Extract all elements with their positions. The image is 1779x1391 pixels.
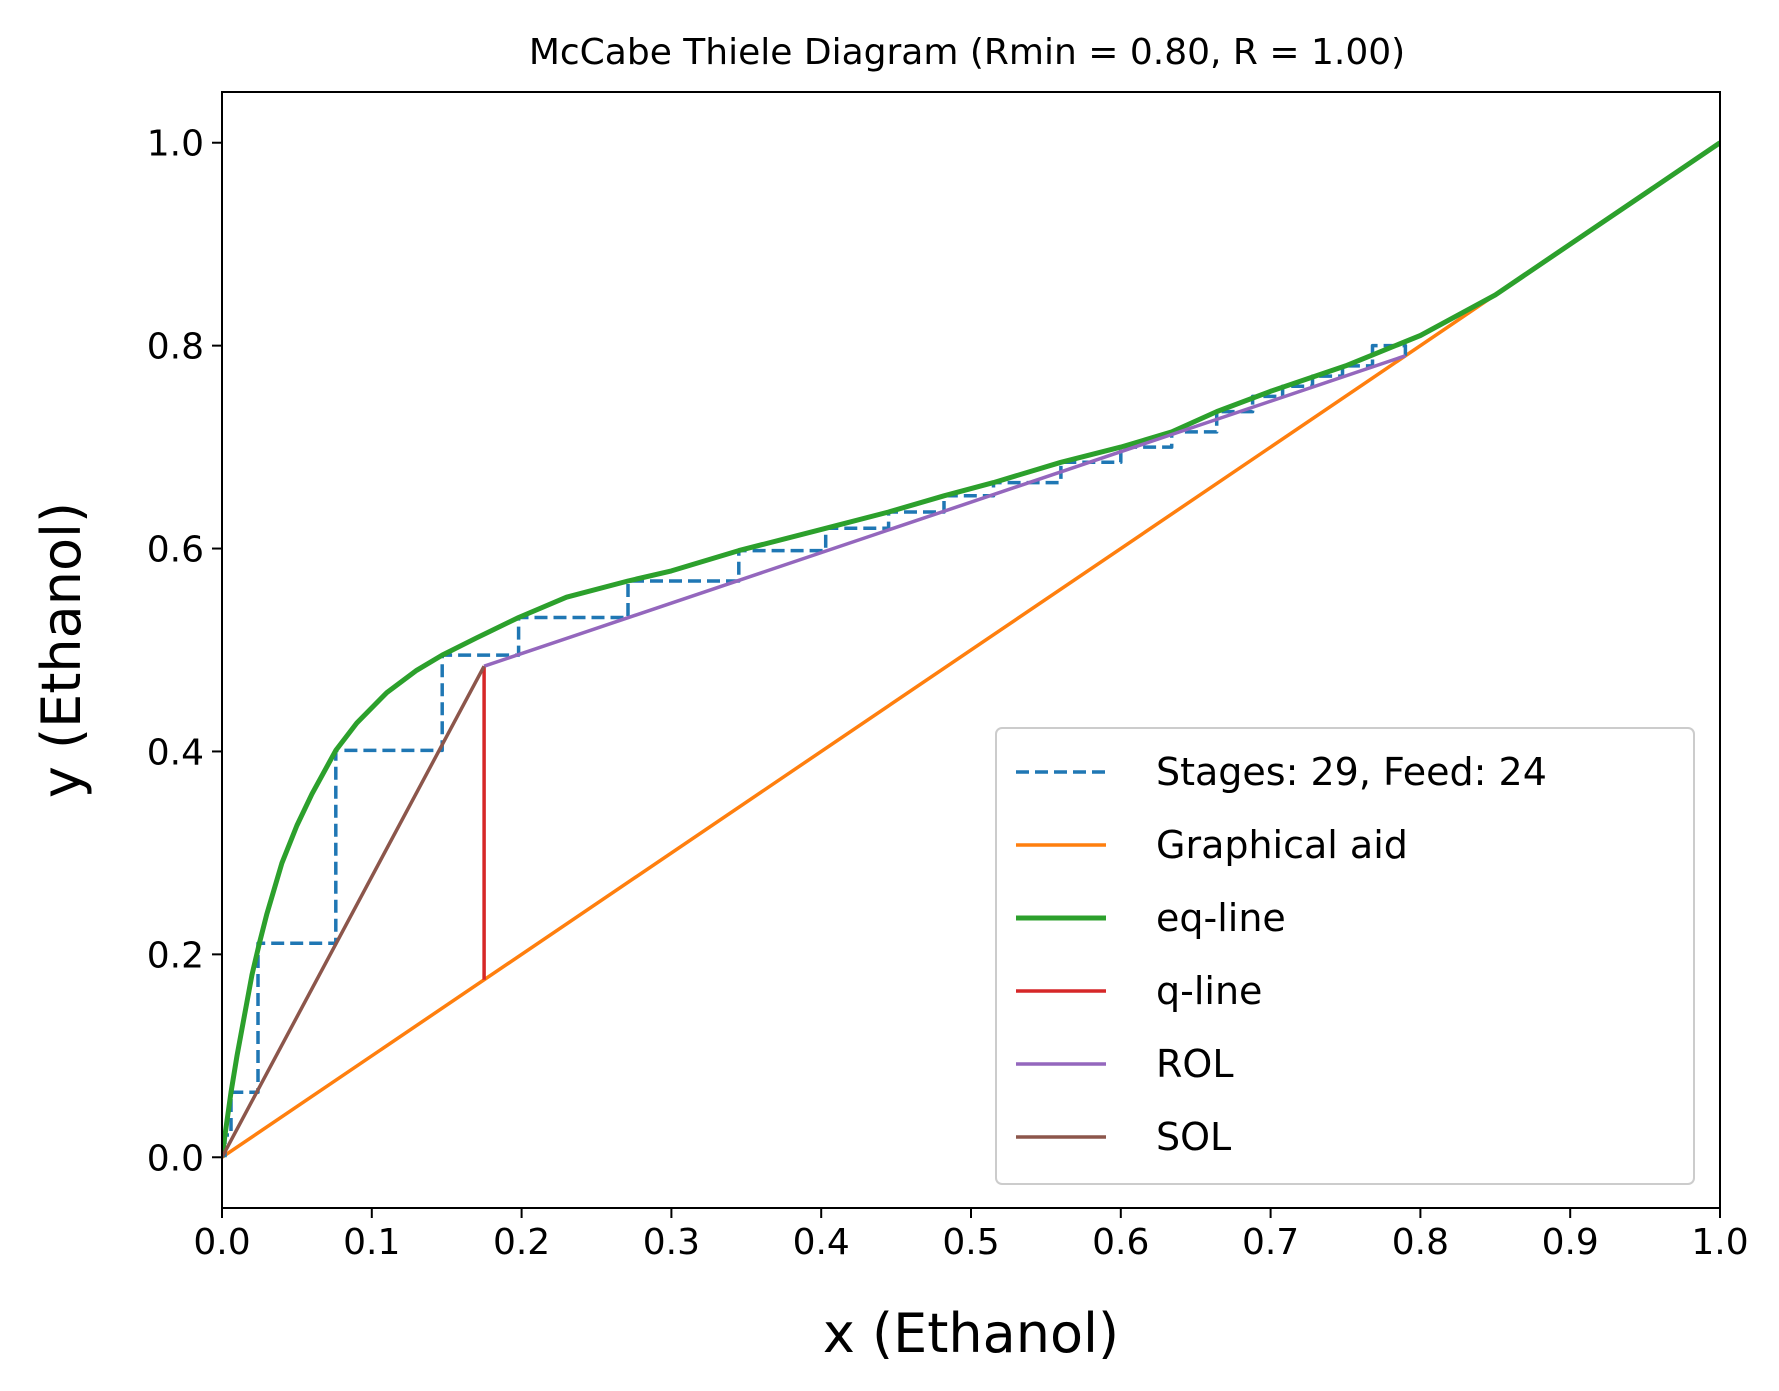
- y-tick-label: 0.0: [147, 1138, 204, 1179]
- legend-label-rol: ROL: [1156, 1042, 1233, 1086]
- x-tick-label: 0.7: [1242, 1222, 1299, 1263]
- legend-label-sol: SOL: [1156, 1115, 1231, 1159]
- legend: Stages: 29, Feed: 24 Graphical aid eq-line…: [995, 727, 1695, 1185]
- x-axis-label: x (Ethanol): [823, 1302, 1119, 1365]
- legend-label-eq-line: eq-line: [1156, 896, 1286, 940]
- series-eq-line-line: [222, 140, 1720, 1158]
- x-tick-label: 0.3: [643, 1222, 700, 1263]
- y-axis: 0.0 0.2 0.4 0.6 0.8 1.0: [147, 124, 222, 1179]
- x-tick-label: 0.8: [1392, 1222, 1449, 1263]
- y-tick-label: 0.8: [147, 327, 204, 368]
- x-tick-label: 0.1: [343, 1222, 400, 1263]
- y-tick-label: 0.2: [147, 935, 204, 976]
- plot-area: [222, 140, 1720, 1159]
- series-rol-line: [483, 354, 1406, 668]
- x-tick-label: 0.0: [193, 1222, 250, 1263]
- legend-label-stages-29-feed-24: Stages: 29, Feed: 24: [1156, 750, 1547, 794]
- x-tick-label: 0.4: [793, 1222, 850, 1263]
- legend-label-graphical-aid: Graphical aid: [1156, 823, 1408, 867]
- x-tick-label: 0.9: [1542, 1222, 1599, 1263]
- chart-title: McCabe Thiele Diagram (Rmin = 0.80, R = …: [529, 32, 1405, 73]
- x-axis: 0.0 0.1 0.2 0.3 0.4 0.5 0.6 0.7 0.8 0.9 1.0: [193, 1208, 1749, 1263]
- y-tick-label: 1.0: [147, 124, 204, 165]
- series-stages-29-feed-24-line: [223, 343, 1408, 1158]
- legend-box: [995, 727, 1695, 1185]
- legend-label-q-line: q-line: [1156, 969, 1262, 1013]
- x-tick-label: 0.2: [493, 1222, 550, 1263]
- series-sol-line: [222, 665, 486, 1159]
- y-tick-label: 0.4: [147, 732, 204, 773]
- y-axis-label: y (Ethanol): [30, 502, 93, 798]
- x-tick-label: 0.6: [1092, 1222, 1149, 1263]
- y-tick-label: 0.6: [147, 530, 204, 571]
- x-tick-label: 0.5: [942, 1222, 999, 1263]
- x-tick-label: 1.0: [1691, 1222, 1748, 1263]
- series-graphical-aid-line: [222, 141, 1720, 1159]
